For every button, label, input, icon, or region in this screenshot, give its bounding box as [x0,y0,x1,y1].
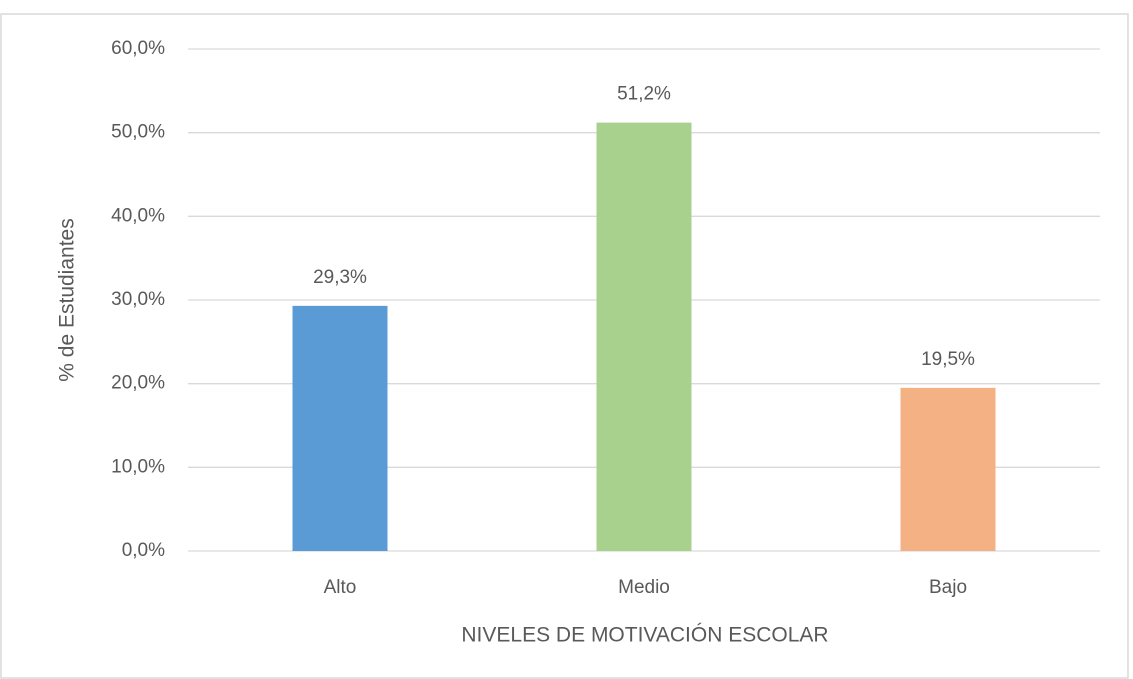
x-tick-label: Bajo [929,577,967,598]
bar [292,305,388,551]
value-label: 29,3% [313,267,367,288]
bar [900,387,996,551]
y-tick-label: 20,0% [111,373,165,394]
bar [596,122,692,552]
y-tick-label: 50,0% [111,122,165,143]
x-tick-label: Alto [324,577,357,598]
y-tick-label: 40,0% [111,205,165,226]
value-label: 51,2% [617,84,671,105]
y-tick-label: 60,0% [111,38,165,59]
value-label: 19,5% [921,349,975,370]
x-tick-label: Medio [618,577,670,598]
y-axis-title: % de Estudiantes [56,218,79,381]
y-tick-label: 0,0% [122,540,165,561]
chart-border [0,13,1129,679]
x-axis-title: NIVELES DE MOTIVACIÓN ESCOLAR [461,624,828,647]
y-tick-label: 10,0% [111,456,165,477]
y-tick-label: 30,0% [111,289,165,310]
